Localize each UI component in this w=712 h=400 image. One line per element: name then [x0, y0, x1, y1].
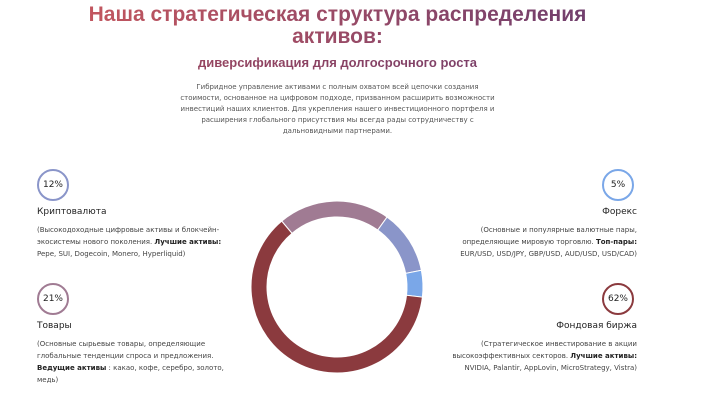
description-text: (Стратегическое инвестирование в акции в… [452, 340, 637, 360]
asset-name: Товары [37, 321, 72, 331]
asset-card: Форекс (Основные и популярные валютные па… [437, 206, 637, 260]
asset-card: Фондовая биржа (Стратегическое инвестиров… [437, 320, 637, 374]
title: Наша стратегическая структура распределе… [50, 4, 625, 48]
asset-description: (Основные сырьевые товары, определяющие … [37, 338, 237, 386]
donut-segment [250, 220, 423, 374]
asset-name: Форекс [602, 207, 637, 217]
asset-description: (Высокодоходные цифровые активы и блокче… [37, 224, 237, 260]
subtitle: диверсификация для долгосрочного роста [0, 55, 675, 70]
asset-name: Криптовалюта [37, 207, 107, 217]
description-bold: Лучшие активы: [570, 352, 637, 360]
description-bold: Лучшие активы: [154, 238, 222, 246]
asset-card: Криптовалюта (Высокодоходные цифровые акт… [37, 206, 237, 260]
asset-description: (Стратегическое инвестирование в акции в… [437, 338, 637, 374]
intro: Гибридное управление активами с полным о… [180, 83, 495, 135]
percent-badge: 62% [602, 283, 634, 315]
description-bold: Топ-пары: [595, 238, 637, 246]
donut-segment [377, 216, 422, 274]
asset-description: (Основные и популярные валютные пары, оп… [437, 224, 637, 260]
description-rest: : какао, кофе, серебро, золото, медь) [37, 364, 224, 384]
description-bold: Ведущие активы [37, 364, 107, 372]
description-text: (Основные и популярные валютные пары, оп… [462, 226, 637, 246]
donut-segment [405, 269, 424, 298]
description-rest: EUR/USD, USD/JPY, GBP/USD, AUD/USD, USD/… [460, 250, 637, 258]
asset-name: Фондовая биржа [556, 321, 637, 331]
asset-card: Товары (Основные сырьевые товары, определ… [37, 320, 237, 386]
description-rest: Pepe, SUI, Dogecoin, Monero, Hyperliquid… [37, 250, 186, 258]
description-rest: NVIDIA, Palantir, AppLovin, MicroStrateg… [464, 364, 637, 372]
description-text: (Основные сырьевые товары, определяющие … [37, 340, 214, 360]
percent-badge: 5% [602, 169, 634, 201]
donut-segment [281, 200, 388, 235]
percent-badge: 21% [37, 283, 69, 315]
description-text: (Высокодоходные цифровые активы и блокче… [37, 226, 220, 246]
percent-badge: 12% [37, 169, 69, 201]
